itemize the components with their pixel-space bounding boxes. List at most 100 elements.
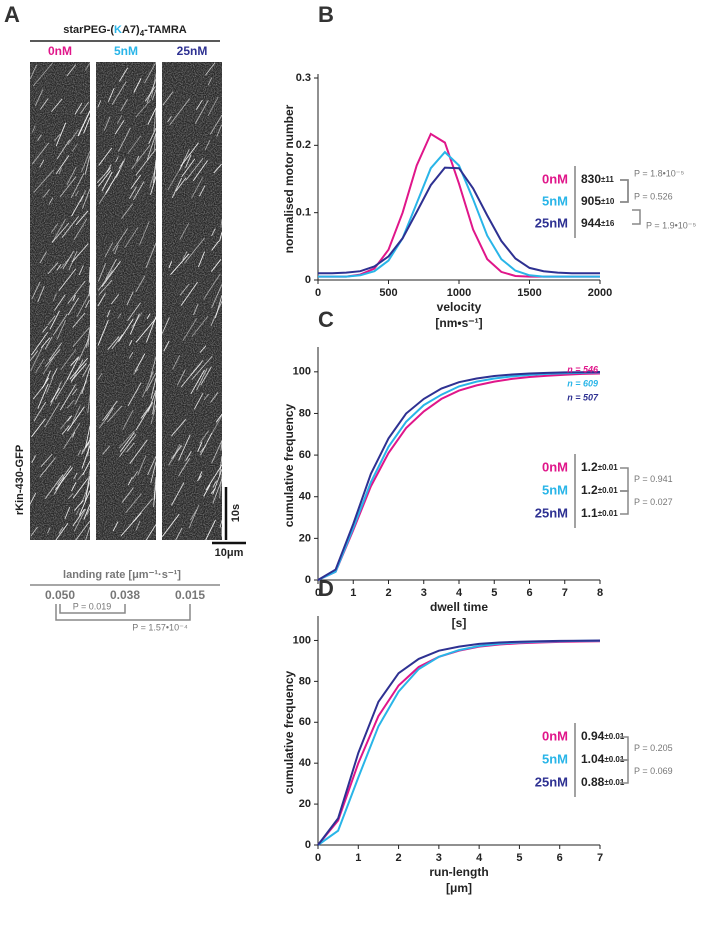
peptide-title: starPEG-(KA7)4-TAMRA bbox=[63, 24, 187, 38]
title-part: A7) bbox=[122, 24, 140, 36]
kymograph-streak bbox=[145, 316, 157, 343]
kymograph-streak bbox=[55, 467, 73, 491]
stat-value: 1.2±0.01 bbox=[581, 460, 618, 474]
series-line bbox=[317, 371, 601, 581]
series-line bbox=[318, 166, 600, 275]
x-axis-label: run-length bbox=[429, 865, 488, 879]
kymograph-streak bbox=[97, 270, 113, 291]
kymograph-streak bbox=[200, 366, 212, 386]
kymograph-streak bbox=[168, 261, 173, 269]
stat-sem: ±0.01 bbox=[604, 755, 625, 764]
kymograph-streak bbox=[192, 303, 199, 316]
kymograph-streak bbox=[179, 223, 190, 240]
condition-label: 5nM bbox=[114, 44, 138, 58]
stat-mean: 1.2 bbox=[581, 460, 598, 474]
kymograph-streak bbox=[115, 156, 119, 163]
kymograph-streak bbox=[203, 273, 221, 300]
kymograph-streak bbox=[97, 100, 102, 108]
kymograph-streak bbox=[180, 142, 199, 167]
kymograph-streak bbox=[199, 345, 207, 353]
stat-mean: 830 bbox=[581, 172, 601, 186]
kymograph-streak bbox=[34, 89, 44, 106]
kymograph-streak bbox=[72, 312, 86, 328]
kymograph-streak bbox=[39, 98, 49, 110]
legend-label: 5nM bbox=[542, 193, 568, 208]
kymograph-streak bbox=[80, 482, 91, 504]
kymograph-streak bbox=[72, 478, 89, 499]
kymograph-streak bbox=[66, 356, 80, 380]
kymograph-streak bbox=[133, 78, 142, 93]
kymograph-streak bbox=[55, 155, 70, 175]
kymograph-streak bbox=[153, 484, 157, 507]
kymograph-streak bbox=[70, 362, 87, 382]
kymograph-streak bbox=[86, 508, 91, 516]
y-tick-label: 0 bbox=[305, 574, 311, 586]
kymograph-streak bbox=[212, 478, 223, 504]
kymograph-streak bbox=[178, 457, 191, 477]
p-bracket bbox=[620, 467, 629, 492]
kymograph-streak bbox=[161, 513, 180, 537]
legend-label: 0nM bbox=[542, 459, 568, 474]
x-tick-label: 0 bbox=[315, 287, 321, 299]
landing-rate: 0.050 bbox=[45, 588, 75, 602]
kymograph-streak bbox=[58, 268, 77, 291]
kymograph-streak bbox=[98, 279, 113, 296]
kymograph-streak bbox=[67, 415, 73, 422]
kymograph-streak bbox=[51, 368, 58, 379]
kymograph-streak bbox=[161, 317, 170, 334]
kymograph-streak bbox=[71, 243, 89, 263]
stat-sem: ±0.01 bbox=[598, 463, 619, 472]
kymograph-streak bbox=[70, 173, 85, 199]
kymograph-streak bbox=[203, 393, 210, 401]
kymograph-streak bbox=[42, 356, 55, 375]
x-axis-label: velocity bbox=[437, 300, 482, 314]
series-line bbox=[318, 150, 600, 278]
kymograph-streak bbox=[74, 380, 88, 405]
kymograph-streak bbox=[206, 415, 223, 443]
condition-label: 0nM bbox=[48, 44, 72, 58]
kymograph-streak bbox=[72, 294, 76, 302]
kymograph-streak bbox=[153, 159, 157, 184]
kymograph-noise bbox=[96, 62, 156, 540]
kymograph-streak bbox=[59, 176, 77, 198]
kymograph-streak bbox=[85, 425, 91, 448]
kymograph-streak bbox=[220, 441, 223, 451]
x-axis-label: dwell time bbox=[430, 600, 488, 614]
kymograph-streak bbox=[149, 356, 157, 378]
chart: C 0 20 40 60 80 100 0 1 2 3 4 5 6 7 8 cumulative frequen… bbox=[282, 307, 672, 630]
kymograph-streak bbox=[193, 392, 204, 410]
kymograph-streak bbox=[31, 125, 36, 133]
kymograph-streak bbox=[196, 475, 203, 482]
y-tick-label: 0.3 bbox=[296, 72, 311, 84]
kymograph-streak bbox=[52, 313, 68, 336]
kymograph-streak bbox=[67, 297, 79, 316]
kymograph-streak bbox=[71, 405, 81, 424]
kymograph-streak bbox=[147, 456, 157, 476]
kymograph-streak bbox=[169, 98, 191, 126]
p-value: P = 0.526 bbox=[634, 191, 673, 201]
kymograph-streak bbox=[144, 524, 157, 544]
kymograph-streak bbox=[210, 301, 223, 327]
kymograph-streak bbox=[97, 293, 106, 307]
kymograph-streak bbox=[58, 167, 62, 175]
stat-value: 905±10 bbox=[581, 194, 615, 208]
kymograph-streak bbox=[205, 62, 216, 76]
p-bracket bbox=[620, 179, 629, 203]
kymograph-streak bbox=[105, 407, 114, 421]
kymograph-streak bbox=[49, 310, 60, 330]
kymograph-streak bbox=[220, 218, 223, 228]
stat-sem: ±11 bbox=[601, 175, 614, 184]
kymograph-streak bbox=[203, 519, 216, 544]
kymograph-streak bbox=[139, 221, 150, 246]
kymograph-streak bbox=[129, 186, 137, 199]
kymograph-streak bbox=[31, 281, 41, 300]
kymograph-streak bbox=[47, 527, 51, 534]
kymograph-streak bbox=[76, 292, 91, 317]
kymograph-streak bbox=[147, 390, 157, 412]
kymograph-streak bbox=[71, 195, 84, 217]
stat-value: 1.1±0.01 bbox=[581, 506, 618, 520]
kymograph-streak bbox=[107, 336, 120, 351]
stat-sem: ±0.01 bbox=[598, 486, 619, 495]
kymograph-streak bbox=[51, 222, 70, 243]
kymograph-streak bbox=[106, 164, 112, 173]
